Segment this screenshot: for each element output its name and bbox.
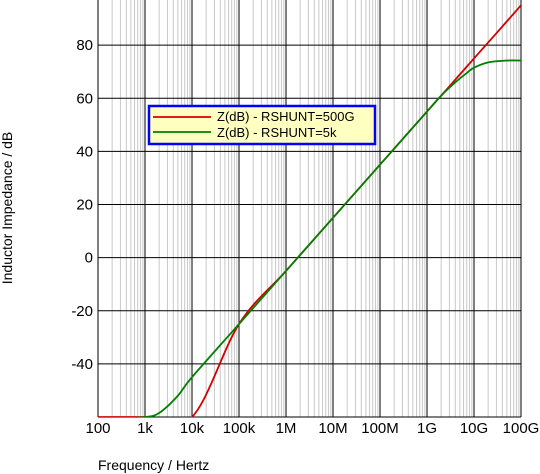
x-tick-label: 10M (318, 420, 347, 437)
x-tick-labels: 100 1k 10k 100k 1M 10M 100M 1G 10G 100G (85, 420, 539, 437)
x-tick-label: 100M (361, 420, 399, 437)
y-tick-label: 60 (76, 90, 93, 107)
legend-label-rshunt-5k: Z(dB) - RSHUNT=5k (217, 125, 337, 140)
y-axis-title: Inductor Impedance / dB (0, 132, 15, 285)
legend-box (147, 104, 377, 146)
x-tick-label: 100 (85, 420, 110, 437)
y-tick-labels: -40 -20 0 20 40 60 80 (71, 37, 93, 373)
x-tick-label: 1k (137, 420, 153, 437)
x-tick-label: 1G (417, 420, 437, 437)
series-lines (98, 4, 521, 417)
series-line-1 (133, 59, 521, 417)
legend: Z(dB) - RSHUNT=500G Z(dB) - RSHUNT=5k (147, 104, 377, 146)
x-tick-label: 100G (503, 420, 540, 437)
y-tick-label: 40 (76, 143, 93, 160)
x-tick-label: 10G (460, 420, 488, 437)
legend-label-rshunt-500g: Z(dB) - RSHUNT=500G (217, 109, 355, 124)
x-axis-title: Frequency / Hertz (98, 457, 209, 473)
y-tick-label: 0 (85, 250, 93, 267)
y-tick-label: -40 (71, 356, 93, 373)
y-tick-label: 80 (76, 37, 93, 54)
x-tick-label: 10k (180, 420, 205, 437)
x-tick-label: 1M (276, 420, 297, 437)
y-tick-label: -20 (71, 303, 93, 320)
x-tick-label: 100k (223, 420, 256, 437)
y-tick-label: 20 (76, 197, 93, 214)
major-gridlines (97, 0, 522, 418)
plot-area (98, 0, 521, 417)
